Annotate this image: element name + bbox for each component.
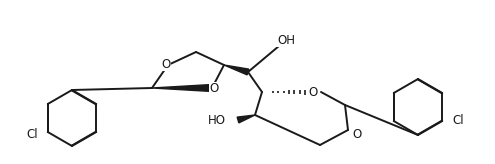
Text: OH: OH [277,33,295,47]
Text: HO: HO [208,113,226,126]
Text: Cl: Cl [26,127,38,141]
Text: O: O [209,82,219,95]
Polygon shape [152,84,212,92]
Polygon shape [237,115,255,123]
Polygon shape [224,65,249,75]
Text: O: O [308,85,318,99]
Text: O: O [161,58,171,71]
Text: O: O [352,127,362,141]
Text: Cl: Cl [452,114,464,127]
